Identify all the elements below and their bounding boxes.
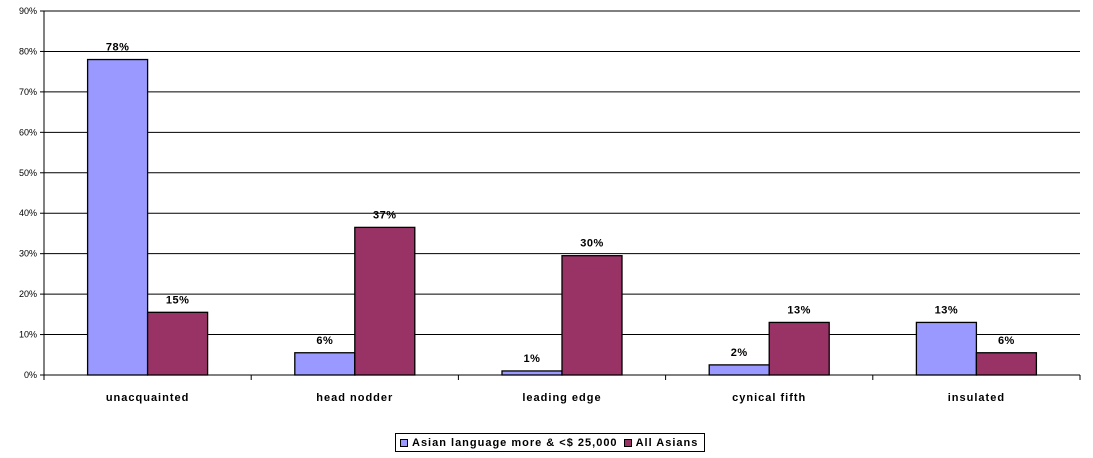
x-category-label: cynical fifth	[732, 392, 806, 404]
legend: Asian language more & <$ 25,000 All Asia…	[395, 433, 706, 452]
bar-head-nodder-series-1	[294, 352, 356, 376]
y-tick-label: 90%	[19, 6, 37, 16]
legend-label-series-2: All Asians	[635, 436, 699, 449]
data-label: 2%	[731, 347, 748, 359]
data-label: 15%	[166, 294, 190, 306]
y-tick-label: 10%	[19, 330, 37, 340]
x-axis-categories: unacquainted head nodder leading edge cynic…	[106, 392, 1005, 404]
data-label: 6%	[998, 335, 1015, 347]
data-label: 30%	[580, 238, 604, 250]
legend-item-series-2: All Asians	[623, 436, 699, 449]
y-tick-label: 50%	[19, 168, 37, 178]
x-category-label: leading edge	[522, 392, 601, 404]
legend-item-series-1: Asian language more & <$ 25,000	[400, 437, 618, 449]
bar-cynical-fifth-series-1	[708, 364, 770, 376]
bar-leading-edge-series-1	[501, 370, 563, 376]
data-label: 37%	[373, 209, 397, 221]
y-tick-label: 20%	[19, 289, 37, 299]
axes	[43, 11, 1081, 380]
gridlines	[44, 10, 1080, 336]
bar-cynical-fifth-series-2	[768, 321, 830, 376]
legend-label-series-1: Asian language more & <$ 25,000	[412, 436, 618, 449]
bar-leading-edge-series-2	[561, 255, 623, 376]
x-category-label: head nodder	[316, 392, 393, 404]
y-tick-label: 0%	[24, 370, 37, 380]
y-tick-label: 80%	[19, 46, 37, 56]
bar-insulated-series-1	[915, 321, 978, 376]
data-label: 13%	[787, 304, 811, 316]
bar-chart: 0% 10% 20% 30% 40% 50% 60% 70% 80% 90% unacquaint…	[19, 6, 1081, 404]
y-tick-label: 40%	[19, 208, 37, 218]
data-label: 6%	[316, 335, 333, 347]
data-labels: 78% 15% 6% 37% 1% 30% 2% 13% 13% 6%	[106, 42, 1015, 365]
y-tick-label: 70%	[19, 87, 37, 97]
data-label: 78%	[106, 42, 130, 54]
x-category-label: unacquainted	[106, 392, 190, 404]
bar-head-nodder-series-2	[354, 226, 416, 376]
y-axis-ticks: 0% 10% 20% 30% 40% 50% 60% 70% 80% 90%	[19, 6, 44, 380]
y-tick-label: 30%	[19, 249, 37, 259]
legend-swatch-series-2	[623, 438, 632, 447]
bars	[86, 58, 1038, 376]
data-label: 13%	[935, 304, 959, 316]
x-category-label: insulated	[948, 392, 1005, 404]
bar-unacquainted-series-2	[146, 311, 209, 376]
y-tick-label: 60%	[19, 127, 37, 137]
bar-unacquainted-series-1	[86, 58, 149, 376]
data-label: 1%	[524, 353, 541, 365]
bar-insulated-series-2	[975, 352, 1038, 376]
legend-swatch-series-1	[400, 438, 408, 447]
